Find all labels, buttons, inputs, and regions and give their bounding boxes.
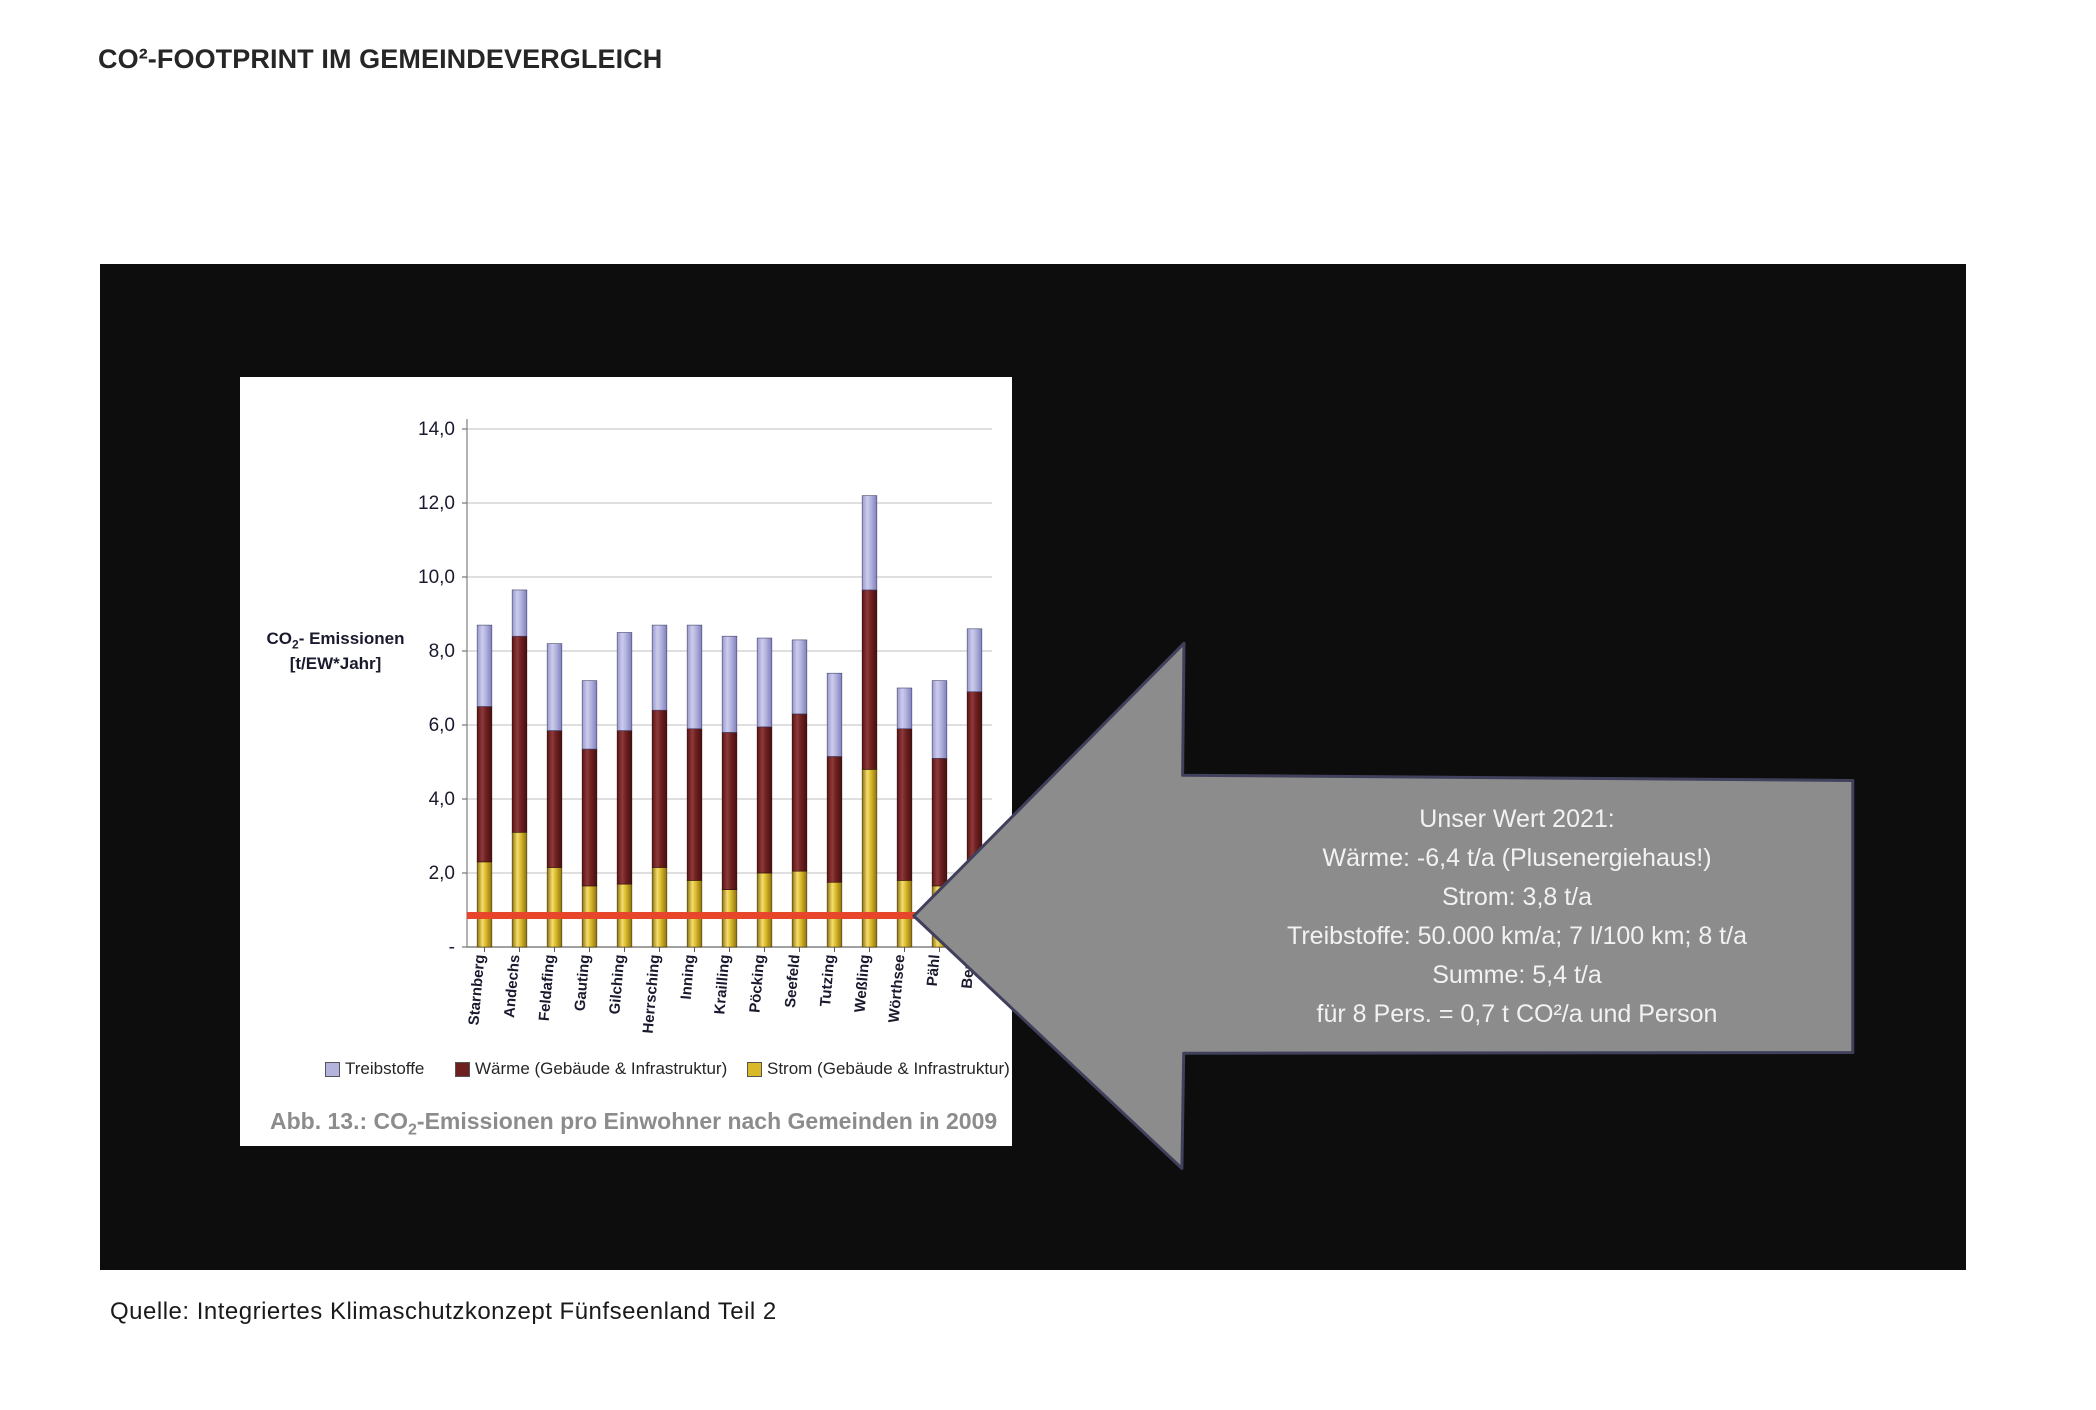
svg-text:4,0: 4,0 <box>429 789 455 810</box>
svg-text:Tutzing: Tutzing <box>817 954 838 1007</box>
svg-text:-: - <box>449 937 455 958</box>
svg-text:6,0: 6,0 <box>429 715 455 736</box>
svg-text:Starnberg: Starnberg <box>465 954 488 1026</box>
svg-text:12,0: 12,0 <box>418 493 455 514</box>
svg-text:10,0: 10,0 <box>418 567 455 588</box>
svg-text:Weßling: Weßling <box>851 954 873 1013</box>
svg-text:Gilching: Gilching <box>606 954 628 1015</box>
svg-text:2,0: 2,0 <box>429 863 455 884</box>
svg-text:Seefeld: Seefeld <box>782 954 804 1009</box>
svg-text:8,0: 8,0 <box>429 641 455 662</box>
svg-text:Andechs: Andechs <box>501 954 523 1019</box>
svg-text:Wörthsee: Wörthsee <box>886 954 909 1024</box>
svg-text:14,0: 14,0 <box>418 419 455 440</box>
svg-text:Pähl: Pähl <box>924 954 944 987</box>
svg-text:Berg: Berg <box>959 954 979 990</box>
svg-text:Gauting: Gauting <box>572 954 594 1012</box>
svg-text:Pöcking: Pöcking <box>746 954 768 1014</box>
svg-text:Krailling: Krailling <box>711 954 733 1015</box>
svg-text:Herrsching: Herrsching <box>640 954 664 1034</box>
svg-text:Feldafing: Feldafing <box>536 954 559 1022</box>
svg-text:Inning: Inning <box>678 954 699 1000</box>
